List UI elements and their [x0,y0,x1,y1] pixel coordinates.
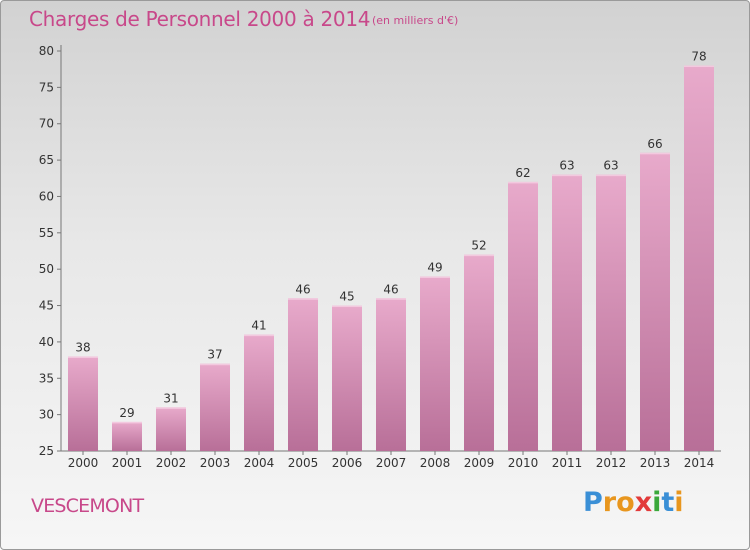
bar [420,276,450,451]
bar-value-label: 37 [207,348,222,362]
x-tick-label: 2011 [552,456,583,470]
commune-name: VESCEMONT [31,495,144,517]
x-tick-label: 2006 [332,456,363,470]
bar [156,407,186,451]
y-tick-label: 75 [39,80,54,94]
bars [68,65,714,452]
x-tick-label: 2002 [156,456,187,470]
x-tick-label: 2003 [200,456,231,470]
logo-letter: r [602,487,617,518]
bar-value-label: 63 [603,159,618,173]
bar-value-label: 45 [339,290,354,304]
y-tick-label: 30 [39,408,54,422]
bar-top-edge [156,407,186,409]
x-tick-label: 2004 [244,456,275,470]
logo-letter: o [616,487,635,518]
bar-top-edge [640,152,670,155]
axes: 25 30 35 40 45 50 55 60 65 70 75 80 2000 2001 2002 2003… [39,44,721,470]
x-tick-label: 2001 [112,456,143,470]
bar-top-edge [244,334,274,337]
bar [68,356,98,451]
y-tick-label: 35 [39,371,54,385]
bar-value-label: 46 [295,282,310,296]
bar-top-edge [332,305,362,308]
y-tick-label: 40 [39,335,54,349]
unit-note: (en milliers d'€) [372,14,459,27]
bar-value-label: 41 [251,319,266,333]
logo-letter: t [661,487,675,518]
bar [508,181,538,451]
y-tick-label: 55 [39,226,54,240]
bar-top-edge [552,174,582,177]
bar-top-edge [112,421,142,424]
y-tick-label: 65 [39,153,54,167]
bar-top-edge [508,181,538,184]
y-tick-label: 60 [39,189,54,203]
bar [596,174,626,452]
logo-letter: x [634,487,653,518]
x-tick-label: 2005 [288,456,319,470]
bar-top-edge [420,276,450,278]
x-tick-label: 2012 [596,456,627,470]
bar-top-edge [200,363,230,366]
bar-top-edge [68,356,98,358]
logo-letter: i [674,487,684,518]
bar-value-label: 52 [471,239,486,253]
x-tick-label: 2008 [420,456,451,470]
bar [684,65,714,451]
bar-value-label: 31 [163,391,178,405]
bar [464,254,494,451]
chart-title: Charges de Personnel 2000 à 2014 [29,7,371,31]
data-labels: 38 29 31 37 41 46 45 46 49 52 62 63 63 66 78 [75,50,706,420]
x-tick-label: 2014 [684,456,715,470]
proxiti-logo: Proxiti [583,487,684,518]
y-tick-label: 50 [39,262,54,276]
bar-value-label: 38 [75,340,90,354]
x-tick-label: 2009 [464,456,495,470]
bar-value-label: 46 [383,282,398,296]
x-tick-label: 2013 [640,456,671,470]
bar [376,298,406,451]
bar-top-edge [288,298,318,300]
bar-top-edge [684,65,714,68]
bar [640,152,670,451]
bar-top-edge [596,174,626,177]
bar-value-label: 49 [427,260,442,274]
bar [288,298,318,451]
x-tick-label: 2000 [68,456,99,470]
logo-letter: i [652,487,662,518]
bar-value-label: 29 [119,406,134,420]
bar-value-label: 66 [647,137,662,151]
bar [112,421,142,451]
bar-top-edge [376,298,406,300]
y-tick-label: 25 [39,444,54,458]
bar [200,363,230,451]
y-tick-label: 45 [39,299,54,313]
bar [552,174,582,452]
logo-letter: P [583,487,603,518]
bar-value-label: 78 [691,50,706,64]
bar-top-edge [464,254,494,257]
x-tick-label: 2010 [508,456,539,470]
bar-value-label: 62 [515,166,530,180]
y-tick-label: 80 [39,44,54,58]
x-tick-label: 2007 [376,456,407,470]
bar [244,334,274,451]
bar [332,305,362,451]
bar-value-label: 63 [559,159,574,173]
y-tick-label: 70 [39,117,54,131]
